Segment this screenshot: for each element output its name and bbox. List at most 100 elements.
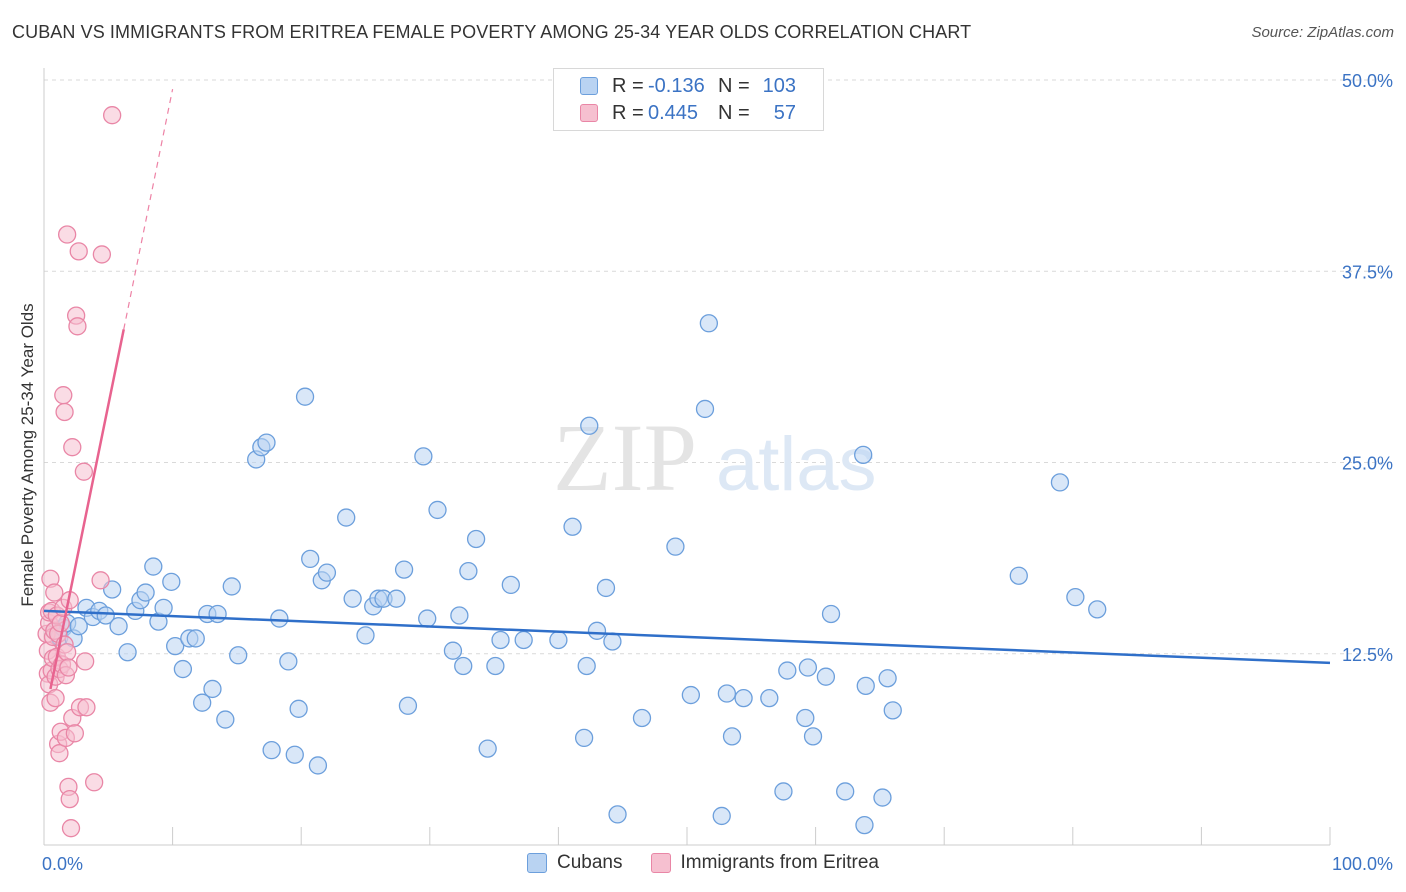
eritrea-point (68, 317, 87, 336)
eritrea-point (74, 462, 94, 481)
r-label: R = (612, 101, 644, 124)
cuban-point (666, 537, 685, 556)
cuban-point (270, 609, 289, 628)
cuban-point (580, 416, 599, 435)
eritrea-point (91, 571, 110, 590)
cuban-point (608, 805, 627, 824)
eritrea-point (57, 643, 77, 662)
cuban-point (356, 626, 375, 645)
cuban-point (162, 572, 181, 591)
cuban-trend-line (43, 609, 1331, 665)
eritrea-point (51, 614, 70, 633)
cuban-point (414, 447, 433, 466)
eritrea-trend-line (49, 329, 125, 690)
cuban-point (229, 646, 248, 665)
cuban-point (501, 575, 520, 595)
cuban-point (203, 679, 222, 699)
n-value: 57 (773, 101, 796, 124)
cuban-point (337, 508, 356, 527)
labels-layer: 12.5% 25.0% 37.5% 50.0% 0.0% 100.0% (42, 71, 1393, 874)
eritrea-point (55, 402, 74, 422)
cuban-point (734, 688, 753, 708)
cuban-point (118, 643, 137, 662)
eritrea-trend-extension (123, 89, 174, 330)
legend-item-cubans[interactable]: Cubans (527, 852, 623, 874)
y-tick-label: 12.5% (1342, 645, 1393, 665)
chart-title: CUBAN VS IMMIGRANTS FROM ERITREA FEMALE … (12, 22, 972, 42)
legend-label-eritrea: Immigrants from Eritrea (680, 852, 879, 873)
eritrea-point (50, 744, 69, 763)
cuban-point (308, 756, 328, 775)
cuban-point (603, 632, 622, 651)
eritrea-point (85, 773, 104, 792)
legend-label-cubans: Cubans (557, 852, 623, 873)
eritrea-point (60, 789, 79, 809)
cuban-point (317, 563, 337, 582)
cuban-point (343, 589, 362, 608)
r-label: R = (612, 74, 644, 97)
cuban-point (466, 529, 486, 549)
cuban-point (109, 617, 128, 636)
r-value: 0.445 (648, 101, 699, 124)
legend-item-eritrea[interactable]: Immigrants from Eritrea (650, 852, 879, 874)
trend-layer (43, 89, 1331, 690)
cuban-point (443, 641, 463, 660)
eritrea-point (77, 698, 96, 717)
legend-row-eritrea: R = 0.445 N = 57 (580, 100, 796, 126)
cuban-point (712, 806, 731, 826)
eritrea-point (92, 245, 112, 264)
n-value: 103 (762, 74, 796, 97)
cuban-point (774, 782, 793, 801)
cuban-point (491, 630, 510, 650)
cuban-point (760, 688, 779, 708)
cuban-point (154, 598, 173, 617)
axes-layer (43, 68, 1331, 846)
legend-swatch-cubans (580, 77, 598, 95)
cuban-point (418, 609, 437, 628)
cuban-point (883, 701, 902, 720)
cuban-point (836, 782, 855, 801)
x-tick-label: 100.0% (1332, 854, 1393, 874)
cuban-point (778, 661, 797, 680)
correlation-legend: R = -0.136 N = 103 R = 0.445 N = 57 (553, 68, 824, 131)
cuban-point (803, 727, 823, 746)
cuban-point (285, 745, 304, 764)
cuban-point (577, 656, 596, 676)
cuban-point (208, 604, 227, 624)
cuban-point (262, 740, 281, 760)
cuban-point (193, 693, 212, 712)
watermark-atlas: atlas (716, 422, 877, 507)
cuban-point (695, 399, 715, 419)
cuban-point (722, 727, 742, 746)
cuban-point (173, 659, 193, 679)
eritrea-point (54, 386, 73, 405)
cuban-point (398, 696, 418, 715)
cuban-point (289, 699, 308, 718)
cuban-point (1088, 600, 1107, 619)
cuban-point (816, 667, 836, 686)
x-tick-label: 0.0% (42, 854, 83, 874)
legend-row-cubans: R = -0.136 N = 103 (580, 73, 796, 99)
cuban-point (514, 630, 533, 650)
cuban-point (454, 656, 473, 676)
cuban-point (394, 560, 414, 579)
cuban-point (387, 589, 406, 608)
cuban-point (486, 656, 505, 676)
y-axis-label: Female Poverty Among 25-34 Year Olds (18, 303, 37, 607)
cuban-point (798, 658, 818, 677)
legend-swatch-cubans (527, 853, 547, 873)
cuban-point (574, 728, 594, 748)
cuban-point (222, 577, 241, 596)
cuban-point (855, 815, 874, 835)
eritrea-point (59, 658, 78, 677)
cuban-point (854, 445, 873, 465)
cuban-point (878, 669, 897, 688)
cuban-point (717, 684, 737, 703)
cuban-point (821, 604, 841, 624)
cuban-point (478, 739, 497, 758)
cuban-point (257, 433, 276, 452)
cuban-point (873, 788, 892, 807)
cuban-point (144, 557, 163, 576)
cuban-point (136, 583, 155, 602)
cuban-point (1050, 473, 1070, 492)
